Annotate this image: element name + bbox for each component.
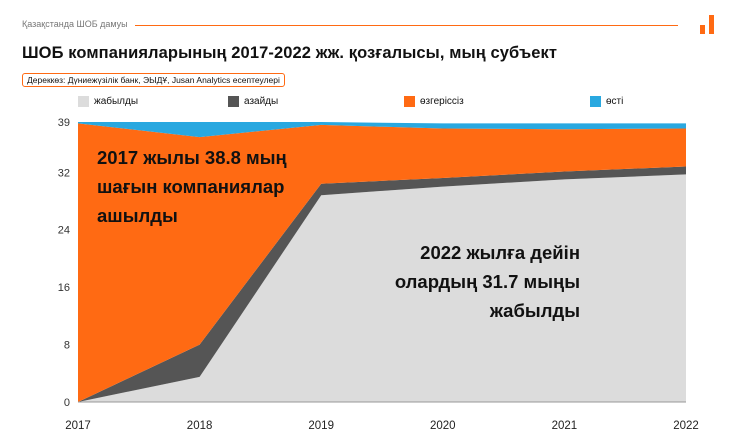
area-series xyxy=(78,166,686,402)
header-divider xyxy=(135,25,678,26)
x-tick-label: 2020 xyxy=(430,420,456,432)
annotation-opened-line: ашылды xyxy=(97,205,178,226)
x-tick-label: 2019 xyxy=(308,420,334,432)
annotation-opened: 2017 жылы 38.8 мың шағын компаниялар ашы… xyxy=(97,143,287,230)
area-series xyxy=(78,123,686,403)
y-tick-label: 0 xyxy=(64,397,70,409)
annotation-opened-line: 2017 жылы 38.8 мың xyxy=(97,147,287,168)
annotation-opened-line: шағын компаниялар xyxy=(97,176,285,197)
legend-swatch xyxy=(404,95,415,107)
legend-item: өзгеріссіз xyxy=(404,95,464,107)
section-label: Қазақстанда ШОБ дамуы xyxy=(22,19,128,29)
y-tick-label: 32 xyxy=(58,167,70,179)
chart-title: ШОБ компанияларының 2017-2022 жж. қозғал… xyxy=(22,44,558,62)
y-tick-label: 16 xyxy=(58,282,70,294)
source-note: Дереккөз: Дүниежүзілік банк, ЭЫДҰ, Jusan… xyxy=(22,73,285,87)
brand-logo-icon xyxy=(700,15,714,34)
area-series xyxy=(78,122,686,138)
x-tick-label: 2021 xyxy=(552,420,578,432)
legend-swatch xyxy=(590,95,601,107)
legend-label: өсті xyxy=(606,95,624,107)
legend-swatch xyxy=(228,95,239,107)
annotation-closed-line: олардың 31.7 мыңы xyxy=(394,271,580,292)
y-tick-label: 39 xyxy=(58,117,70,129)
legend-label: жабылды xyxy=(94,95,139,107)
annotation-closed-line: жабылды xyxy=(489,300,580,321)
legend-item: азайды xyxy=(228,95,278,107)
x-tick-label: 2018 xyxy=(187,420,213,432)
annotation-closed: 2022 жылға дейін олардың 31.7 мыңы жабыл… xyxy=(380,238,580,325)
legend-item: жабылды xyxy=(78,95,138,107)
x-tick-label: 2022 xyxy=(673,420,699,432)
legend-label: өзгеріссіз xyxy=(420,95,464,107)
area-series xyxy=(78,174,686,402)
legend-label: азайды xyxy=(244,95,279,107)
annotation-closed-line: 2022 жылға дейін xyxy=(420,242,580,263)
y-tick-label: 8 xyxy=(64,340,70,352)
x-tick-label: 2017 xyxy=(65,420,91,432)
legend-swatch xyxy=(78,95,89,107)
y-tick-label: 24 xyxy=(58,225,70,237)
legend-item: өсті xyxy=(590,95,623,107)
